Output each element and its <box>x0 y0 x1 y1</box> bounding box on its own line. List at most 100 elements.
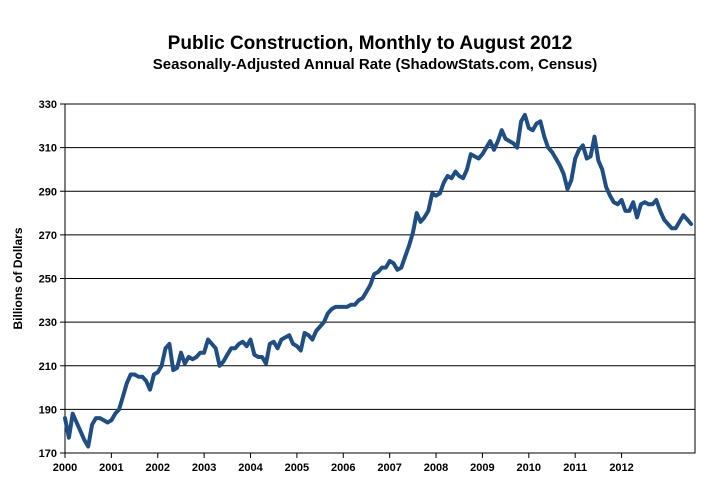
data-point <box>218 364 222 368</box>
data-point <box>260 355 264 359</box>
data-point <box>90 423 94 427</box>
data-point <box>585 157 589 160</box>
data-point <box>287 333 291 337</box>
data-point <box>581 143 585 147</box>
data-point <box>380 266 384 270</box>
data-point <box>307 333 310 337</box>
data-point <box>75 421 79 424</box>
data-point <box>566 187 569 191</box>
data-point <box>225 353 229 357</box>
data-point <box>600 167 604 171</box>
data-point <box>623 209 627 213</box>
data-point <box>496 139 500 143</box>
data-point <box>577 148 581 152</box>
data-point <box>314 329 318 333</box>
data-point <box>469 152 473 156</box>
data-point <box>465 167 469 171</box>
data-point <box>129 373 133 376</box>
data-point <box>264 362 268 366</box>
data-point <box>210 342 214 346</box>
data-point <box>504 137 508 141</box>
data-point <box>643 200 647 204</box>
x-tick-label: 2005 <box>285 462 309 474</box>
series-line <box>63 112 694 449</box>
data-point <box>492 148 496 152</box>
data-point <box>589 154 593 158</box>
data-point <box>658 209 662 213</box>
data-point <box>241 340 245 344</box>
data-point <box>604 185 608 189</box>
data-point <box>98 416 102 420</box>
x-tick-label: 2012 <box>609 462 633 474</box>
data-point <box>326 311 330 315</box>
y-tick-label: 230 <box>39 317 57 329</box>
y-tick-label: 290 <box>39 186 57 198</box>
chart-title: Public Construction, Monthly to August 2… <box>167 33 573 54</box>
data-point <box>612 200 616 204</box>
y-tick-label: 210 <box>39 361 57 373</box>
data-point <box>415 211 419 215</box>
data-point <box>365 290 368 294</box>
data-point <box>276 346 280 350</box>
data-point <box>666 222 670 226</box>
data-point <box>79 429 82 433</box>
data-point <box>372 272 376 276</box>
data-point <box>453 170 457 174</box>
data-point <box>608 194 612 198</box>
data-point <box>674 226 678 230</box>
data-point <box>430 191 434 195</box>
data-point <box>291 342 295 346</box>
data-point <box>477 157 481 160</box>
x-tick-label: 2011 <box>563 462 587 474</box>
x-tick-label: 2003 <box>192 462 216 474</box>
y-tick-label: 330 <box>39 99 57 111</box>
data-point <box>627 209 631 213</box>
data-point <box>194 355 198 359</box>
data-point <box>117 407 121 411</box>
chart-subtitle: Seasonally-Adjusted Annual Rate (ShadowS… <box>152 56 598 73</box>
data-point <box>175 366 179 370</box>
data-point <box>206 338 210 342</box>
data-point <box>334 305 338 309</box>
series-group <box>63 112 694 449</box>
data-point <box>86 445 90 448</box>
data-point <box>569 178 573 182</box>
data-point <box>508 139 511 143</box>
data-point <box>484 146 488 150</box>
data-point <box>252 353 256 357</box>
data-point <box>94 416 98 420</box>
y-tick-label: 250 <box>39 274 57 286</box>
y-tick-label: 190 <box>39 404 57 416</box>
data-point <box>156 370 160 374</box>
data-point <box>283 335 287 339</box>
data-point <box>538 119 542 123</box>
data-point <box>403 255 407 259</box>
data-point <box>407 244 411 248</box>
data-point <box>384 266 388 270</box>
data-point <box>593 135 596 139</box>
data-point <box>222 359 225 363</box>
data-point <box>442 181 446 184</box>
data-point <box>515 146 519 150</box>
x-tick-label: 2004 <box>238 462 263 474</box>
data-point <box>446 174 450 178</box>
data-point <box>268 342 272 346</box>
data-point <box>411 231 415 235</box>
data-point <box>662 218 666 222</box>
data-point <box>531 128 535 132</box>
data-point <box>527 126 531 130</box>
data-point <box>330 307 334 311</box>
data-point <box>523 113 527 117</box>
data-point <box>171 368 175 372</box>
data-point <box>198 351 202 355</box>
data-point <box>148 388 152 392</box>
data-point <box>341 305 345 309</box>
data-point <box>183 362 187 366</box>
data-point <box>519 119 523 123</box>
data-point <box>457 174 461 178</box>
data-point <box>392 261 395 265</box>
y-tick-label: 270 <box>39 230 57 242</box>
data-point <box>136 375 140 379</box>
data-point <box>337 305 341 309</box>
